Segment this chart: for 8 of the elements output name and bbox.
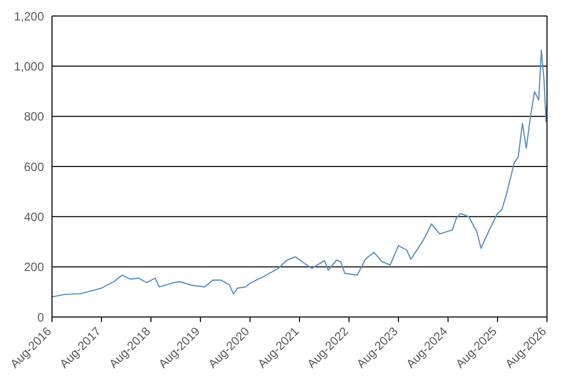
y-tick-label: 1,000 [14, 59, 44, 74]
y-tick-label: 600 [24, 160, 44, 174]
y-tick-label: 1,200 [14, 9, 44, 24]
y-tick-label: 400 [24, 210, 44, 224]
y-tick-label: 200 [24, 260, 44, 274]
y-tick-label: 800 [24, 110, 44, 124]
y-tick-label: 0 [37, 310, 44, 324]
line-series [52, 50, 547, 298]
